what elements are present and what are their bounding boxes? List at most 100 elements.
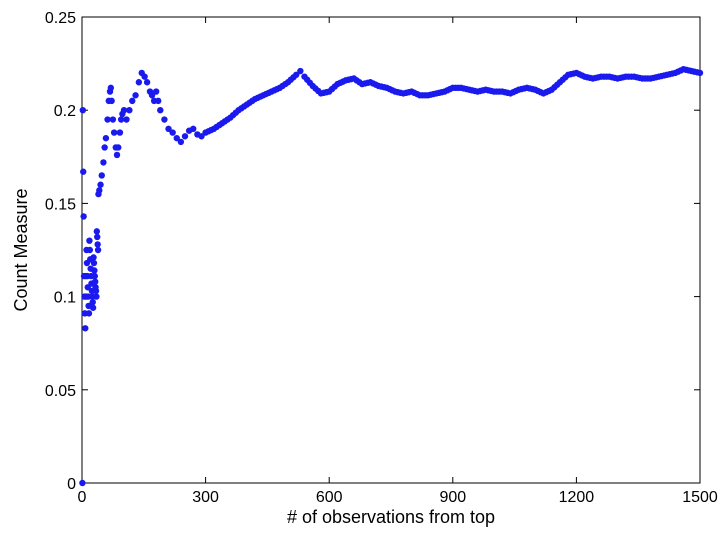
data-point (92, 287, 100, 295)
data-point (389, 87, 396, 94)
data-point (110, 129, 118, 136)
data-point (315, 87, 322, 95)
data-point (148, 92, 156, 99)
data-point (109, 116, 117, 123)
data-point (93, 228, 101, 235)
data-point (249, 97, 256, 105)
data-point (562, 74, 569, 81)
data-point (113, 151, 121, 159)
data-point (586, 74, 594, 82)
x-tick-label: 300 (192, 489, 219, 506)
data-point (86, 246, 94, 254)
data-point (91, 267, 98, 274)
y-tick-label: 0 (67, 476, 76, 493)
data-point (603, 73, 610, 80)
data-point (545, 87, 553, 95)
y-tick-label: 0.15 (45, 196, 76, 213)
data-point (364, 79, 371, 87)
data-point (347, 75, 355, 83)
data-point (290, 74, 297, 81)
y-axis-title: Count Measure (11, 188, 31, 311)
data-point (94, 241, 101, 248)
data-point (463, 85, 470, 93)
data-point (677, 67, 684, 74)
data-point (570, 70, 577, 77)
data-point (694, 69, 701, 76)
data-point (107, 84, 115, 92)
data-point (488, 87, 495, 95)
data-point (141, 73, 148, 80)
data-point (339, 78, 347, 85)
data-point (413, 90, 421, 98)
data-point (80, 168, 87, 175)
data-point (578, 72, 586, 79)
data-point (232, 109, 240, 116)
data-point (397, 89, 404, 97)
data-point (644, 75, 652, 82)
y-tick-label: 0.2 (54, 103, 76, 120)
data-point (165, 125, 172, 133)
data-point (331, 83, 338, 90)
data-point (282, 80, 289, 88)
data-point (116, 129, 124, 136)
data-point (595, 74, 602, 81)
data-point (471, 87, 478, 95)
y-tick-label: 0.1 (54, 290, 76, 307)
data-point (479, 87, 487, 94)
data-point (152, 88, 160, 95)
data-point (553, 81, 561, 88)
data-point (372, 81, 380, 88)
data-point (669, 70, 676, 77)
data-point (685, 67, 693, 74)
data-point (79, 479, 86, 487)
data-point (628, 73, 635, 80)
data-point (104, 116, 111, 123)
data-point (177, 138, 185, 146)
data-point (496, 88, 503, 95)
data-point (306, 79, 314, 87)
data-point (108, 97, 115, 105)
x-tick-label: 0 (78, 489, 87, 506)
data-point (120, 107, 128, 114)
data-point (82, 325, 89, 332)
data-point (80, 213, 87, 220)
data-point (207, 126, 215, 134)
data-point (85, 310, 93, 317)
data-point (537, 88, 544, 96)
x-axis-title: # of observations from top (287, 507, 495, 527)
data-point (89, 304, 97, 311)
data-point (143, 79, 151, 86)
data-point (157, 107, 164, 114)
data-point (97, 181, 104, 188)
y-tick-label: 0.05 (45, 383, 76, 400)
data-point (135, 79, 143, 86)
data-point (94, 233, 101, 241)
data-point (181, 133, 189, 140)
plot-area (81, 16, 701, 484)
data-point (129, 97, 136, 105)
data-point (512, 87, 520, 95)
data-point (89, 298, 96, 306)
data-point (93, 293, 100, 300)
data-point (422, 92, 429, 99)
data-point (96, 187, 103, 194)
data-point (132, 92, 139, 99)
data-point (521, 85, 528, 92)
data-point (224, 116, 231, 123)
data-point (169, 129, 176, 136)
data-point (117, 116, 125, 123)
data-point (123, 116, 130, 123)
data-point (265, 89, 272, 97)
data-point (273, 85, 281, 93)
data-point (198, 133, 205, 140)
y-tick-label: 0.25 (45, 10, 76, 27)
data-point (102, 134, 110, 142)
data-point (86, 237, 93, 244)
data-point (190, 125, 197, 133)
x-tick-label: 1500 (682, 489, 718, 506)
data-point (529, 85, 536, 93)
data-point (94, 246, 102, 254)
data-point (405, 88, 413, 96)
data-point (126, 107, 133, 114)
